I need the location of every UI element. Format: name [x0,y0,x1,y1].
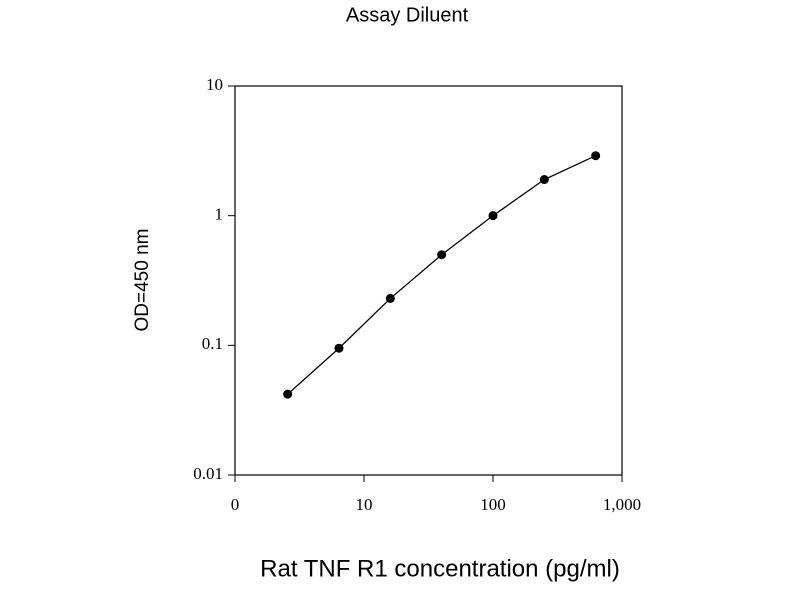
data-point [334,343,344,353]
y-tick-label: 0.1 [202,334,223,353]
chart-title: Assay Diluent [346,4,469,26]
plot-frame [234,85,623,476]
data-point [283,389,293,399]
y-tick-label: 10 [206,75,223,94]
y-tick-label: 1 [215,205,224,224]
data-point [539,175,549,185]
data-point [488,211,498,221]
x-tick-label: 100 [480,495,506,514]
x-tick-label: 10 [356,495,373,514]
data-point [385,293,395,303]
x-axis-label: Rat TNF R1 concentration (pg/ml) [260,555,620,582]
x-tick-label: 0 [231,495,240,514]
data-point [591,151,601,161]
data-point [437,250,447,260]
y-axis-label: OD=450 nm [132,229,153,332]
y-tick-label: 0.01 [193,464,223,483]
x-tick-label: 1,000 [603,495,641,514]
